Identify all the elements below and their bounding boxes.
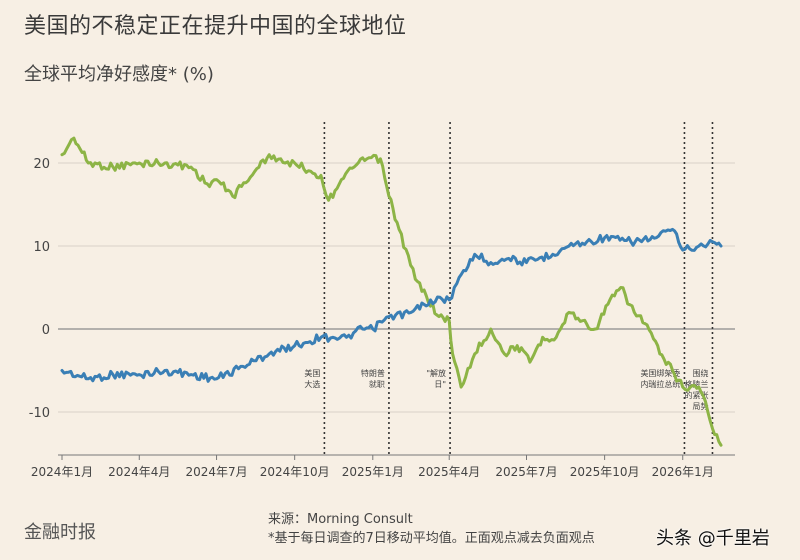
china-favorability-line [60,227,723,383]
x-tick-label: 2025年7月 [495,465,557,479]
x-tick-label: 2025年1月 [342,465,404,479]
y-tick-label: 0 [42,323,50,338]
x-tick-label: 2026年1月 [652,465,714,479]
page-title: 美国的不稳定正在提升中国的全球地位 [24,14,407,39]
y-tick-label: 20 [33,157,50,172]
event-label: 特朗普就职 [361,368,385,389]
watermark: 头条 @千里岩 [656,528,770,549]
source-line: 来源：Morning Consult [268,512,413,527]
x-tick-label: 2024年7月 [185,465,247,479]
event-label: "解放日" [426,368,446,389]
source-note: 来源：Morning Consult *基于每日调查的7日移动平均值。正面观点减… [268,510,595,548]
event-label: 美国绑架委内瑞拉总统 [640,368,680,389]
y-tick-label: 10 [33,240,50,255]
x-tick-label: 2024年4月 [108,465,170,479]
usa-favorability-line [60,136,723,447]
x-tick-label: 2024年10月 [260,465,330,479]
x-tick-label: 2024年1月 [31,465,93,479]
x-tick-label: 2025年4月 [418,465,480,479]
event-label: 美国大选 [304,368,320,389]
event-label: 围绕格陵兰的紧张局势 [684,368,708,411]
publisher-name: 金融时报 [24,522,96,543]
x-tick-label: 2025年10月 [570,465,640,479]
chart-subtitle: 全球平均净好感度* (%) [24,64,214,85]
footnote-line: *基于每日调查的7日移动平均值。正面观点减去负面观点 [268,531,595,546]
line-chart: 20 10 0 -10 2024年1月 2024年4月 2024年7月 2024年10月 202… [29,122,735,479]
y-tick-label: -10 [29,406,50,421]
